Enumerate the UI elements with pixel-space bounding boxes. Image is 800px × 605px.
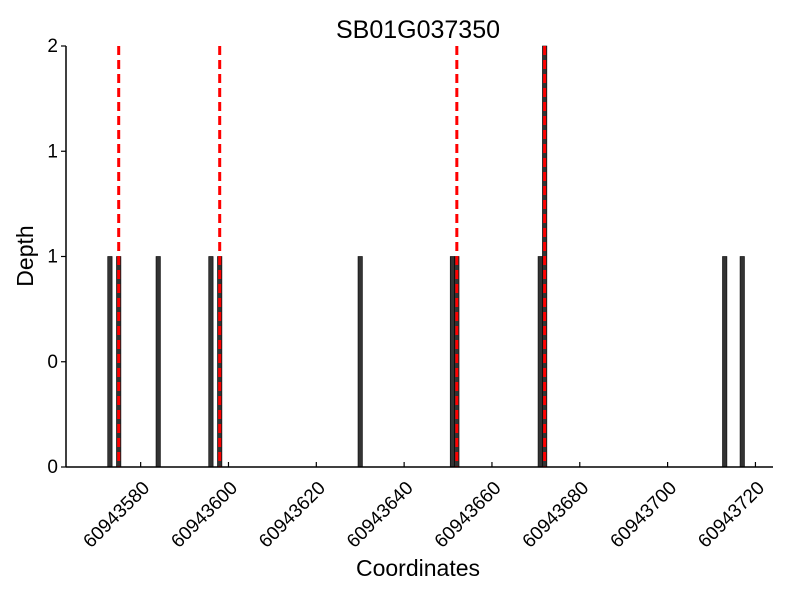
y-tick-label: 2 <box>47 36 58 57</box>
axes-layer <box>65 46 773 468</box>
y-tick-label: 0 <box>47 457 58 478</box>
bar <box>155 256 161 468</box>
x-tick-label: 60943620 <box>255 478 330 553</box>
x-tick-label: 60943580 <box>80 478 155 553</box>
bar <box>537 256 543 468</box>
x-tick-label: 60943660 <box>431 478 506 553</box>
chart-title: SB01G037350 <box>336 16 500 44</box>
y-tick-label: 0 <box>47 352 58 373</box>
x-tick-label: 60943680 <box>519 478 594 553</box>
x-tick-label: 60943700 <box>607 478 682 553</box>
bar <box>739 256 745 468</box>
bar <box>208 256 214 468</box>
y-tick-label: 1 <box>47 141 58 162</box>
x-tick-label: 60943640 <box>343 478 418 553</box>
y-tick-label: 1 <box>47 247 58 268</box>
marker-lines-layer <box>117 46 547 467</box>
bar <box>107 256 113 468</box>
x-tick-label: 60943720 <box>694 478 769 553</box>
bars-layer <box>107 45 745 468</box>
bar <box>722 256 728 468</box>
x-axis-label: Coordinates <box>356 555 480 581</box>
bar <box>357 256 363 468</box>
bar <box>449 256 455 468</box>
y-axis-label: Depth <box>12 225 38 286</box>
x-tick-label: 60943600 <box>167 478 242 553</box>
